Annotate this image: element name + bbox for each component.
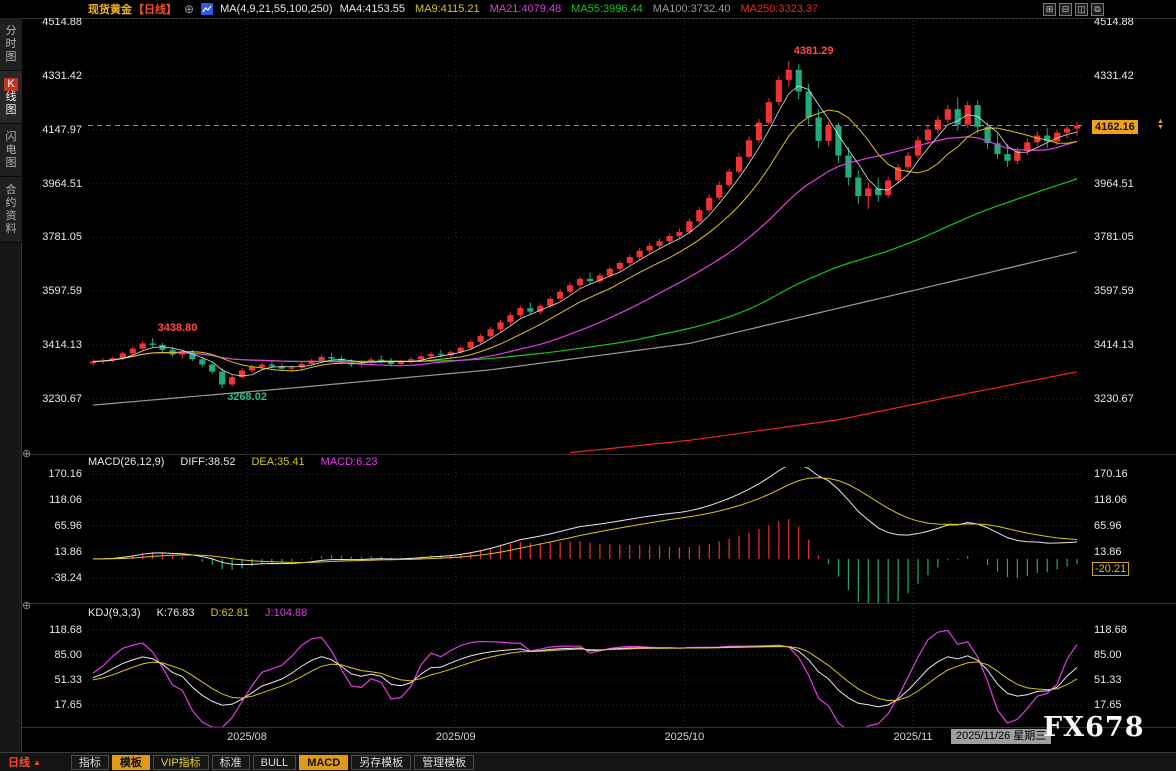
window-layout-icon[interactable]: ⊟ [1059, 2, 1072, 16]
sidebar-item-char: 料 [5, 223, 17, 235]
window-layout-icons: ⊞ ⊟ ◫ ⧉ [1043, 2, 1104, 16]
mini-chart-icon[interactable] [201, 3, 214, 15]
toolbar-tab-模板[interactable]: 模板 [111, 754, 150, 770]
circle-plus-icon[interactable]: ⊕ [184, 2, 195, 16]
period-tag: 【日线】 [133, 4, 177, 16]
sidebar-item-分时图[interactable]: 分时图 [0, 18, 22, 71]
kdj-k-value: K:76.83 [156, 607, 195, 619]
kdj-d-value: D:62.81 [210, 607, 250, 619]
sidebar-item-char: 图 [5, 51, 17, 63]
header-divider [0, 18, 1176, 19]
macd-dea-value: DEA:35.41 [251, 456, 305, 468]
window-layout-icon[interactable]: ⧉ [1091, 2, 1104, 16]
chart-header-bar: 现货黄金 【日线】 ⊕ MA(4,9,21,55,100,250) MA4:41… [0, 0, 1176, 18]
ma-value-label: MA4:4153.55 [339, 3, 406, 15]
macd-panel-toggle-icon[interactable]: ⊕ [22, 448, 32, 460]
sidebar-item-char: K [4, 78, 18, 91]
candles-layer [89, 61, 1081, 389]
grid-layer [88, 20, 1082, 727]
period-selector[interactable]: 日线 ▲ [8, 754, 41, 770]
bottom-toolbar: 日线 ▲ 指标 模板 VIP指标 标准 BULL MACD 另存模板 管理模板 [0, 752, 1176, 771]
toolbar-tab-另存模板[interactable]: 另存模板 [351, 754, 412, 770]
kdj-panel-divider [0, 603, 1176, 604]
symbol-title: 现货黄金 [88, 4, 132, 16]
ma-value-label: MA21:4079.48 [489, 3, 562, 15]
kdj-title: KDJ(9,3,3) [88, 607, 141, 619]
macd-panel-divider [0, 454, 1176, 455]
sidebar-item-char: 闪 [5, 131, 17, 143]
sidebar-item-char: 约 [5, 197, 17, 209]
kdj-header: KDJ(9,3,3) K:76.83 D:62.81 J:104.88 [88, 607, 307, 620]
ma-values-group: MA4:4153.55 MA9:4115.21 MA21:4079.48 MA55:3… [340, 3, 819, 15]
sidebar-item-char: 合 [5, 184, 17, 196]
current-date-badge: 2025/11/26 星期三 [951, 729, 1052, 744]
ma-value-label: MA9:4115.21 [415, 3, 480, 15]
window-layout-icon[interactable]: ◫ [1075, 2, 1088, 16]
triangle-up-icon: ▲ [33, 757, 41, 767]
macd-header: MACD(26,12,9) DIFF:38.52 DEA:35.41 MACD:… [88, 456, 378, 469]
indicator-tabs: 指标 模板 VIP指标 标准 BULL MACD 另存模板 管理模板 [70, 754, 475, 770]
sidebar-item-char: 电 [5, 144, 17, 156]
toolbar-tab-MACD[interactable]: MACD [299, 754, 349, 770]
sidebar-item-char: 线 [5, 91, 17, 103]
period-label: 日线 [8, 757, 30, 769]
sidebar-item-char: 时 [5, 38, 17, 50]
toolbar-tab-指标[interactable]: 指标 [70, 754, 109, 770]
macd-title: MACD(26,12,9) [88, 456, 165, 468]
fx678-watermark: FX678 [1043, 712, 1145, 743]
toolbar-tab-BULL[interactable]: BULL [252, 754, 297, 770]
kdj-layer [92, 629, 1078, 728]
toolbar-tab-管理模板[interactable]: 管理模板 [414, 754, 475, 770]
toolbar-tab-VIP指标[interactable]: VIP指标 [152, 754, 209, 770]
ma-settings-label: MA(4,9,21,55,100,250) [220, 3, 333, 15]
sidebar-item-闪电图[interactable]: 闪电图 [0, 124, 22, 177]
window-layout-icon[interactable]: ⊞ [1043, 2, 1056, 16]
kdj-j-value: J:104.88 [265, 607, 308, 619]
xaxis-divider [0, 727, 1176, 728]
macd-layer [92, 467, 1078, 604]
kdj-panel-toggle-icon[interactable]: ⊕ [22, 600, 32, 612]
main-chart-layer [89, 61, 1081, 454]
sidebar-item-char: 分 [5, 25, 17, 37]
macd-diff-value: DIFF:38.52 [180, 456, 236, 468]
sidebar-item-char: 资 [5, 210, 17, 222]
sidebar-item-char: 图 [5, 157, 17, 169]
ma-value-label: MA250:3323.37 [740, 3, 819, 15]
sidebar-item-char: 图 [5, 104, 17, 116]
toolbar-tab-标准[interactable]: 标准 [211, 754, 250, 770]
macd-value: MACD:6.23 [320, 456, 378, 468]
ma-value-label: MA55:3996.44 [571, 3, 643, 15]
sidebar-item-合约资料[interactable]: 合约资料 [0, 177, 22, 243]
ma-value-label: MA100:3732.40 [652, 3, 731, 15]
